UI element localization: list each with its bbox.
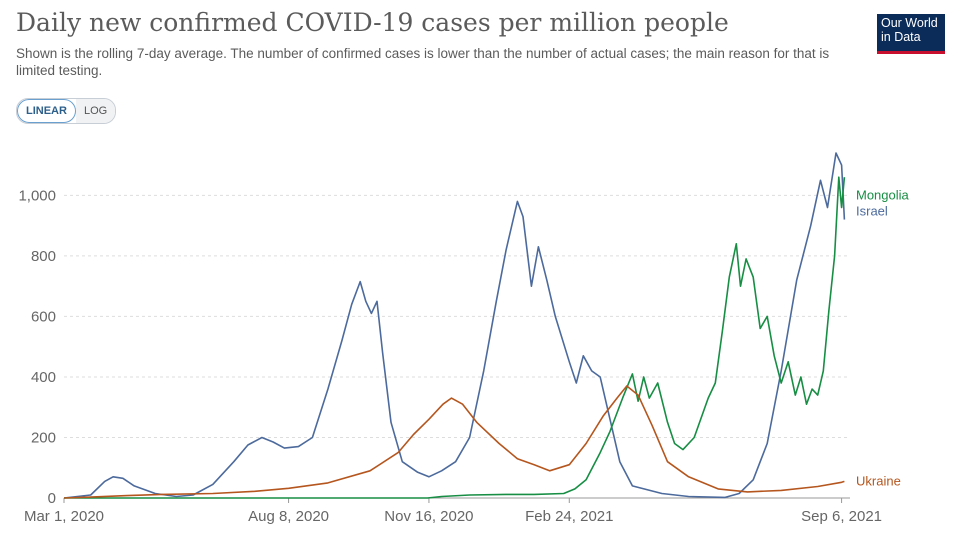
x-tick-label: Aug 8, 2020	[248, 508, 329, 525]
series-line-israel	[63, 152, 846, 499]
y-tick-label: 0	[48, 490, 56, 507]
series-line-mongolia	[64, 176, 846, 499]
series-line-ukraine	[63, 385, 845, 499]
y-tick-label: 400	[31, 369, 56, 386]
chart-title: Daily new confirmed COVID-19 cases per m…	[16, 8, 729, 37]
x-tick-label: Feb 24, 2021	[525, 508, 613, 525]
gridlines	[64, 194, 850, 438]
y-tick-label: 200	[31, 429, 56, 446]
y-tick-label: 600	[31, 308, 56, 325]
x-axis: Mar 1, 2020 Aug 8, 2020 Nov 16, 2020 Feb 24…	[24, 497, 882, 525]
linear-scale-button[interactable]: LINEAR	[17, 99, 76, 123]
logo-line-2: in Data	[881, 30, 921, 44]
series-label-ukraine: Ukraine	[856, 473, 901, 488]
series-lines	[63, 152, 846, 499]
y-tick-label: 800	[31, 248, 56, 265]
owid-logo[interactable]: Our World in Data	[877, 14, 945, 54]
y-tick-label: 1,000	[18, 187, 56, 204]
x-tick-label: Nov 16, 2020	[384, 508, 473, 525]
series-label-israel: Israel	[856, 203, 888, 218]
logo-line-1: Our World	[881, 16, 938, 30]
series-label-mongolia: Mongolia	[856, 187, 910, 202]
y-axis: 0 200 400 600 800 1,000	[18, 187, 56, 507]
x-tick-label: Sep 6, 2021	[801, 508, 882, 525]
chart-subtitle: Shown is the rolling 7-day average. The …	[16, 46, 830, 78]
scale-toggle: LINEAR LOG	[16, 98, 117, 124]
log-scale-button[interactable]: LOG	[75, 99, 116, 123]
x-tick-label: Mar 1, 2020	[24, 508, 104, 525]
